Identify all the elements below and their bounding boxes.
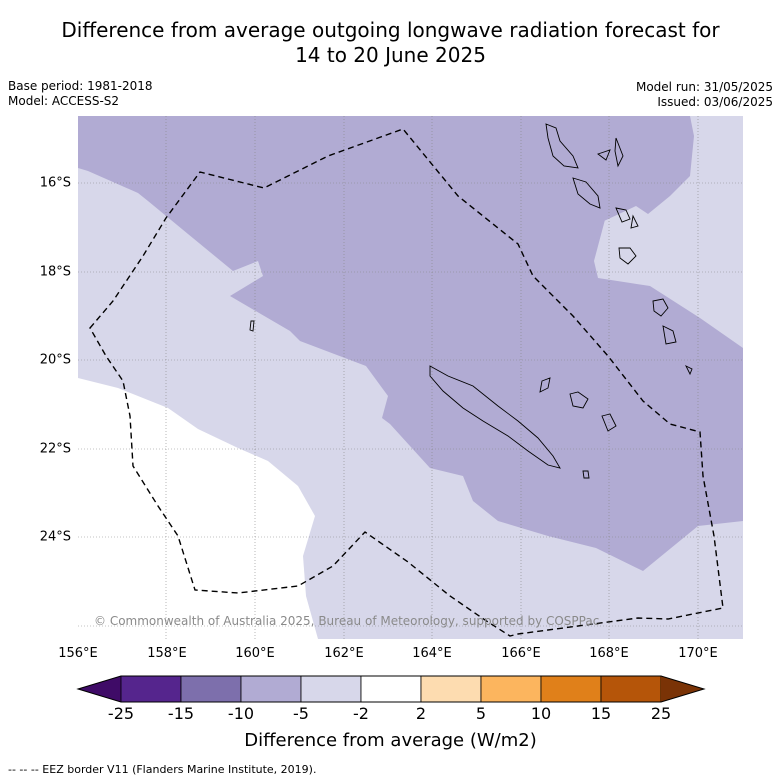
lon-label-160e: 160°E [235,646,275,661]
colorbar-label: Difference from average (W/m2) [244,730,537,751]
colorbar-tick-label: 15 [590,704,612,723]
colorbar-tick-label: 10 [530,704,552,723]
islet-east [582,470,590,479]
colorbar-tick-label: 5 [475,704,487,723]
graticule [78,116,743,639]
map-panel: © Commonwealth of Australia 2025, Bureau… [78,116,743,639]
loyalty-east [652,298,693,376]
lon-label-162e: 162°E [324,646,364,661]
colorbar-bin [240,675,302,703]
vanuatu-south [615,207,639,265]
colorbar-tick-label: -5 [293,704,309,723]
lat-label-20s: 20°S [39,352,71,368]
colorbar-bin [420,675,482,703]
lon-label-158e: 158°E [147,646,187,661]
lon-label-170e: 170°E [678,646,718,661]
colorbar-bin [480,675,542,703]
lon-label-164e: 164°E [412,646,452,661]
copyright-notice: © Commonwealth of Australia 2025, Bureau… [94,614,600,628]
loyalty-islands [539,377,617,432]
map-canvas [78,116,743,639]
colorbar-tick-label: -25 [107,704,135,723]
colorbar-bin [540,675,602,703]
colorbar-bin [360,675,422,703]
colorbar-outline [76,675,706,703]
vanuatu-central [572,137,624,209]
lat-label-16s: 16°S [39,175,71,191]
meta-left: Base period: 1981-2018 Model: ACCESS-S2 [8,79,153,109]
eez-footnote: -- -- -- EEZ border V11 (Flanders Marine… [8,763,317,776]
meta-right: Model run: 31/05/2025 Issued: 03/06/2025 [636,80,773,110]
colorbar-extend-high [661,676,704,702]
coastlines [249,123,693,479]
eez-border [89,128,724,637]
colorbar-bin [600,675,662,703]
colorbar [76,675,706,703]
lon-label-168e: 168°E [589,646,629,661]
colorbar-tick-label: -2 [353,704,369,723]
colorbar-bin [300,675,362,703]
anomaly-field-medium [78,116,743,571]
lon-label-166e: 166°E [501,646,541,661]
lat-label-18s: 18°S [39,264,71,280]
colorbar-tick-label: -15 [167,704,195,723]
colorbar-tick-label: -10 [227,704,255,723]
vanuatu-north [545,123,579,169]
colorbar-tick-label: 2 [415,704,427,723]
neutral-zone [78,378,318,639]
lat-label-22s: 22°S [39,441,71,457]
lat-label-24s: 24°S [39,529,71,545]
colorbar-tick-label: 25 [650,704,672,723]
colorbar-swatches [78,675,704,703]
islet-west [249,320,255,332]
new-caledonia-coast [429,365,561,469]
issued-date: Issued: 03/06/2025 [657,95,773,109]
model-name: Model: ACCESS-S2 [8,94,120,108]
model-run: Model run: 31/05/2025 [635,80,773,94]
base-period: Base period: 1981-2018 [8,79,153,93]
map-title-line2: 14 to 20 June 2025 [295,43,486,67]
colorbar-extend-low [78,676,121,702]
colorbar-bin [180,675,242,703]
colorbar-bin [120,675,182,703]
map-title: Difference from average outgoing longwav… [0,18,781,68]
map-title-line1: Difference from average outgoing longwav… [61,18,720,42]
lon-label-156e: 156°E [58,646,98,661]
